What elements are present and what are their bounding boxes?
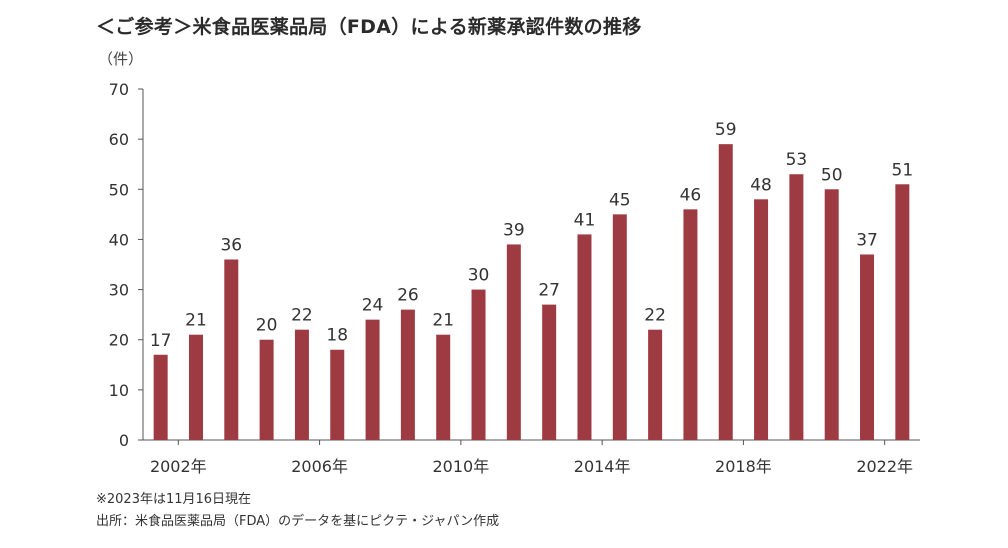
y-tick-label: 50 (109, 180, 129, 199)
x-tick-label: 2014年 (574, 457, 631, 476)
data-label: 17 (150, 331, 172, 351)
data-label: 36 (220, 235, 242, 255)
bar (860, 254, 875, 440)
bar (365, 319, 380, 440)
data-label: 21 (432, 311, 454, 331)
data-label: 53 (786, 150, 808, 170)
bar (683, 209, 698, 440)
y-tick-label: 30 (109, 281, 129, 300)
data-label: 21 (185, 311, 207, 331)
bar (436, 334, 451, 440)
bar (188, 334, 203, 440)
bar (718, 144, 733, 440)
y-tick-label: 70 (109, 80, 129, 99)
x-tick-label: 2002年 (150, 457, 207, 476)
data-label: 45 (609, 190, 631, 210)
data-label: 59 (715, 120, 737, 140)
y-tick-label: 40 (109, 230, 129, 249)
data-label: 26 (397, 286, 419, 306)
bar (612, 214, 627, 440)
bar (754, 199, 769, 440)
chart-title: ＜ご参考＞米食品医薬品局（FDA）による新薬承認件数の推移 (96, 16, 642, 38)
bar (542, 304, 557, 440)
bar (330, 349, 345, 440)
bar (789, 174, 804, 440)
y-tick-label: 20 (109, 331, 129, 350)
data-label: 50 (821, 165, 843, 185)
bar (224, 259, 239, 440)
footnote: ※2023年は11月16日現在 (96, 492, 252, 507)
source-note: 出所：米食品医薬品局（FDA）のデータを基にピクテ・ジャパン作成 (96, 514, 500, 529)
data-label: 41 (574, 210, 596, 230)
bar (294, 329, 309, 440)
x-tick-label: 2018年 (715, 457, 772, 476)
bar (259, 339, 274, 440)
y-tick-label: 10 (109, 381, 129, 400)
y-tick-label: 60 (109, 130, 129, 149)
bar (153, 354, 168, 440)
bar (895, 184, 910, 440)
bar (506, 244, 521, 440)
data-label: 18 (326, 326, 348, 346)
data-label: 51 (892, 160, 914, 180)
x-tick-label: 2022年 (856, 457, 913, 476)
data-label: 20 (256, 316, 278, 336)
bar (577, 234, 592, 440)
bar (471, 289, 486, 440)
data-label: 46 (680, 185, 702, 205)
data-label: 39 (503, 220, 525, 240)
data-label: 24 (362, 296, 384, 316)
data-label: 48 (750, 175, 772, 195)
data-label: 27 (538, 281, 560, 301)
x-tick-label: 2006年 (291, 457, 348, 476)
data-label: 37 (856, 230, 878, 250)
data-label: 22 (644, 306, 666, 326)
bar (400, 309, 415, 440)
x-tick-label: 2010年 (432, 457, 489, 476)
y-tick-label: 0 (119, 431, 129, 450)
data-label: 30 (468, 266, 490, 286)
data-label: 22 (291, 306, 313, 326)
bar (648, 329, 663, 440)
bar (824, 189, 839, 440)
y-axis-unit-label: （件） (98, 50, 144, 68)
